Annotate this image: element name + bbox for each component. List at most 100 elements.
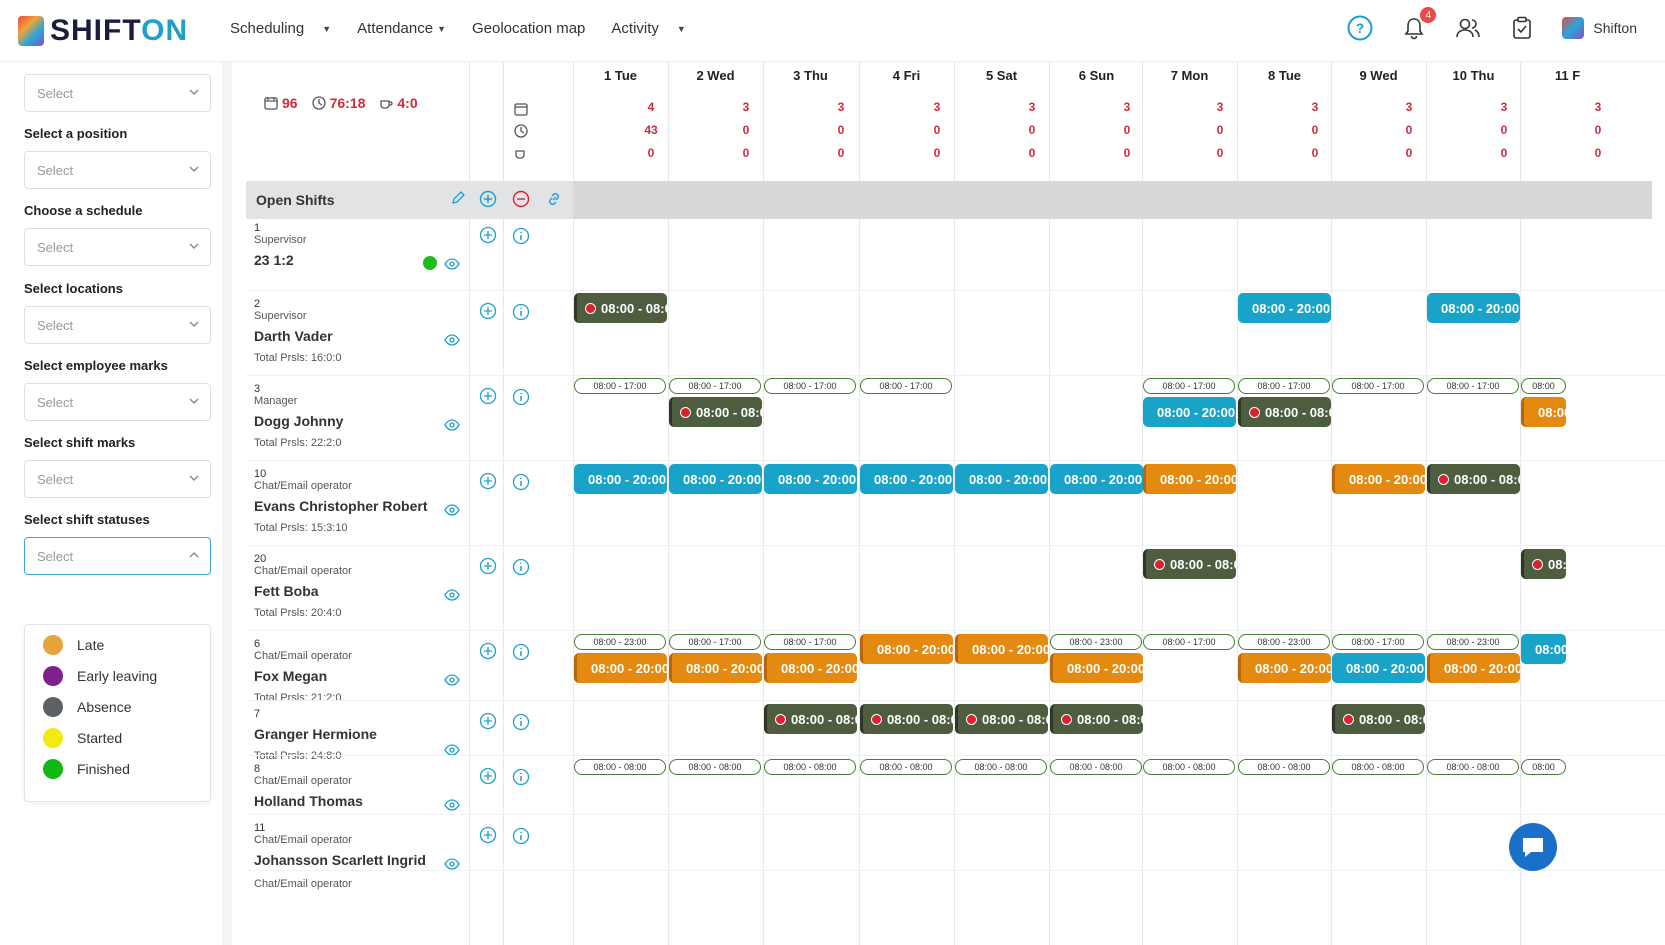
employee-name[interactable]: Evans Christopher Robert	[254, 498, 428, 514]
view-eye-icon[interactable]	[444, 799, 460, 811]
employee-info[interactable]: 20 Chat/Email operator Fett Boba Total Prsl…	[254, 553, 474, 619]
filter-select-0[interactable]: Select	[24, 74, 211, 112]
shift-block-blue[interactable]: 08:00 - 20:00	[1143, 397, 1236, 427]
day-header[interactable]: 7 Mon	[1170, 68, 1209, 83]
users-icon[interactable]	[1454, 14, 1482, 42]
add-shift-icon[interactable]	[479, 826, 497, 844]
chat-support-button[interactable]	[1509, 823, 1557, 871]
shift-block-orange[interactable]: 08:00 - 20:00	[574, 653, 667, 683]
view-eye-icon[interactable]	[444, 674, 460, 686]
planned-shift-pill[interactable]: 08:00 - 23:00	[1050, 634, 1142, 650]
day-header[interactable]: 5 Sat	[985, 68, 1018, 83]
schedule-select[interactable]: Select	[24, 228, 211, 266]
info-icon[interactable]	[512, 713, 530, 731]
add-shift-icon[interactable]	[479, 712, 497, 730]
link-icon[interactable]	[545, 190, 563, 208]
planned-shift-pill[interactable]: 08:00 - 08:00	[764, 759, 856, 775]
add-shift-icon[interactable]	[479, 387, 497, 405]
shift-block-blue[interactable]: 08:00 - 20:00	[669, 464, 762, 494]
shift-block-orange[interactable]: 08:00 - 20:00	[1332, 464, 1425, 494]
shift-block-dark[interactable]: 08:00 - 08:0	[860, 704, 953, 734]
planned-shift-pill[interactable]: 08:00 - 08:00	[955, 759, 1047, 775]
shift-statuses-select[interactable]: Select	[24, 537, 211, 575]
add-shift-icon[interactable]	[479, 226, 497, 244]
clipboard-check-icon[interactable]	[1508, 14, 1536, 42]
planned-shift-pill[interactable]: 08:00 - 08:00	[1050, 759, 1142, 775]
planned-shift-pill[interactable]: 08:00 - 08:00	[1238, 759, 1330, 775]
add-circle-icon[interactable]	[479, 190, 497, 208]
shift-block-dark[interactable]: 08:00 - 08:0	[955, 704, 1048, 734]
add-shift-icon[interactable]	[479, 472, 497, 490]
shift-block-blue[interactable]: 08:00 - 20:00	[764, 464, 857, 494]
planned-shift-pill[interactable]: 08:00 - 17:00	[764, 378, 856, 394]
shift-block-dark[interactable]: 08:00 - 08:0	[669, 397, 762, 427]
shift-block-blue[interactable]: 08:00 - 20:00	[1427, 293, 1520, 323]
nav-scheduling[interactable]: Scheduling ▼	[230, 20, 332, 37]
shift-marks-select[interactable]: Select	[24, 460, 211, 498]
planned-shift-pill[interactable]: 08:00 - 17:00	[669, 634, 761, 650]
employee-info[interactable]: Chat/Email operator	[254, 878, 474, 898]
shift-block-orange[interactable]: 08:00 - 20:00	[1238, 653, 1331, 683]
info-icon[interactable]	[512, 827, 530, 845]
locations-select[interactable]: Select	[24, 306, 211, 344]
planned-shift-pill[interactable]: 08:00 - 17:00	[764, 634, 856, 650]
user-menu[interactable]: Shifton	[1562, 17, 1637, 39]
planned-shift-pill[interactable]: 08:00 - 17:00	[1332, 634, 1424, 650]
view-eye-icon[interactable]	[444, 419, 460, 431]
shift-block-orange[interactable]: 08:00 - 20:00	[1427, 653, 1520, 683]
day-header[interactable]: 10 Thu	[1452, 68, 1495, 83]
shift-block-blue[interactable]: 08:00 - 20:00	[1238, 293, 1331, 323]
shift-block-dark[interactable]: 08:00 - 08:0	[764, 704, 857, 734]
employee-name[interactable]: Dogg Johnny	[254, 413, 344, 429]
day-header[interactable]: 8 Tue	[1268, 68, 1301, 83]
employee-info[interactable]: 1 Supervisor 23 1:2	[254, 222, 474, 276]
shift-block-dark[interactable]: 08:00 - 08:0	[1050, 704, 1143, 734]
add-shift-icon[interactable]	[479, 767, 497, 785]
planned-shift-pill[interactable]: 08:00	[1521, 759, 1566, 775]
status-option-early-leaving[interactable]: Early leaving	[43, 666, 157, 686]
employee-info[interactable]: 7 Granger Hermione Total Prsls: 24:8:0	[254, 708, 474, 762]
view-eye-icon[interactable]	[444, 858, 460, 870]
nav-geolocation-map[interactable]: Geolocation map	[471, 20, 586, 37]
view-eye-icon[interactable]	[444, 744, 460, 756]
planned-shift-pill[interactable]: 08:00	[1521, 378, 1566, 394]
planned-shift-pill[interactable]: 08:00 - 08:00	[574, 759, 666, 775]
planned-shift-pill[interactable]: 08:00 - 17:00	[669, 378, 761, 394]
help-icon[interactable]: ?	[1346, 14, 1374, 42]
day-header[interactable]: 6 Sun	[1078, 68, 1115, 83]
status-option-absence[interactable]: Absence	[43, 697, 131, 717]
info-icon[interactable]	[512, 768, 530, 786]
shift-block-dark[interactable]: 08:00 - 08:0	[1427, 464, 1520, 494]
view-eye-icon[interactable]	[444, 589, 460, 601]
planned-shift-pill[interactable]: 08:00 - 17:00	[1332, 378, 1424, 394]
shift-block-orange[interactable]: 08:00	[1521, 397, 1566, 427]
info-icon[interactable]	[512, 388, 530, 406]
employee-info[interactable]: 8 Chat/Email operator Holland Thomas	[254, 763, 474, 817]
planned-shift-pill[interactable]: 08:00 - 17:00	[574, 378, 666, 394]
position-select[interactable]: Select	[24, 151, 211, 189]
employee-name[interactable]: Fox Megan	[254, 668, 328, 684]
info-icon[interactable]	[512, 227, 530, 245]
employee-name[interactable]: 23 1:2	[254, 252, 294, 268]
planned-shift-pill[interactable]: 08:00 - 08:00	[1427, 759, 1519, 775]
planned-shift-pill[interactable]: 08:00 - 17:00	[1238, 378, 1330, 394]
add-shift-icon[interactable]	[479, 642, 497, 660]
view-eye-icon[interactable]	[444, 258, 460, 270]
status-option-late[interactable]: Late	[43, 635, 104, 655]
add-shift-icon[interactable]	[479, 557, 497, 575]
employee-info[interactable]: 10 Chat/Email operator Evans Christopher R…	[254, 468, 474, 534]
employee-name[interactable]: Holland Thomas	[254, 793, 363, 809]
planned-shift-pill[interactable]: 08:00 - 08:00	[1143, 759, 1235, 775]
employee-marks-select[interactable]: Select	[24, 383, 211, 421]
employee-info[interactable]: 2 Supervisor Darth Vader Total Prsls: 16:0:…	[254, 298, 474, 364]
shift-block-blue[interactable]: 08:00 - 20:00	[860, 464, 953, 494]
planned-shift-pill[interactable]: 08:00 - 08:00	[669, 759, 761, 775]
employee-info[interactable]: 11 Chat/Email operator Johansson Scarlett …	[254, 822, 474, 876]
day-header[interactable]: 4 Fri	[892, 68, 921, 83]
planned-shift-pill[interactable]: 08:00 - 17:00	[1143, 634, 1235, 650]
planned-shift-pill[interactable]: 08:00 - 23:00	[574, 634, 666, 650]
shift-block-orange[interactable]: 08:00 - 20:00	[860, 634, 953, 664]
planned-shift-pill[interactable]: 08:00 - 17:00	[1143, 378, 1235, 394]
day-header[interactable]: 9 Wed	[1359, 68, 1398, 83]
shift-block-blue[interactable]: 08:00 - 20:00	[574, 464, 667, 494]
